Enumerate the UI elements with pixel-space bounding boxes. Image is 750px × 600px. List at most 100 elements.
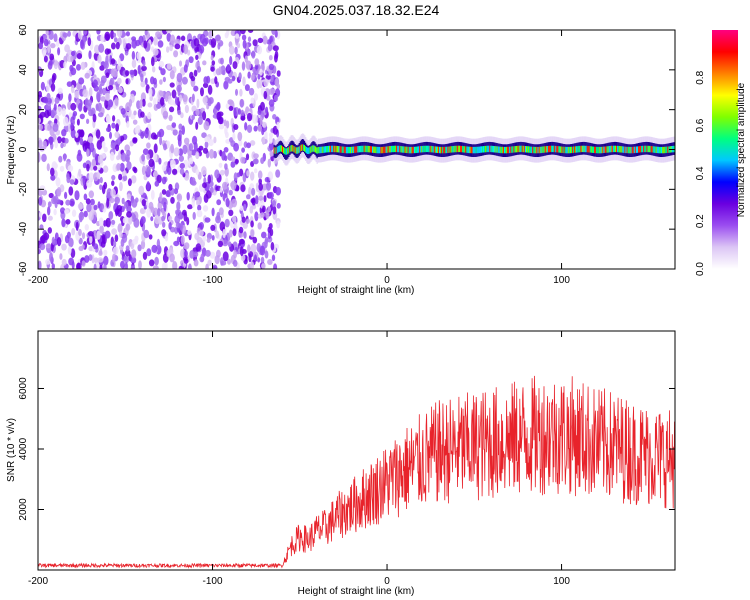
- spectrogram-noise-cell: [65, 219, 71, 225]
- spectrogram-noise-cell: [53, 103, 57, 111]
- spectrogram-noise-cell: [43, 96, 48, 104]
- spectrogram-signal-core: [284, 147, 286, 155]
- spectrogram-noise-cell: [45, 102, 52, 110]
- spectrogram-noise-cell: [161, 176, 167, 185]
- spectrogram-noise-cell: [195, 54, 199, 61]
- spectrogram-signal-core: [336, 145, 338, 153]
- spectrogram-signal-core: [452, 146, 455, 153]
- spectrogram-noise-cell: [241, 34, 247, 41]
- spectrogram-signal-core: [361, 145, 363, 153]
- spectrogram-noise-cell: [153, 152, 157, 162]
- spectrogram-noise-cell: [140, 216, 146, 225]
- spectrogram-signal-core: [638, 146, 640, 153]
- y-tick-label: 6000: [18, 377, 29, 400]
- spectrogram-noise-cell: [220, 65, 226, 75]
- spectrogram-noise-cell: [111, 174, 116, 181]
- spectrogram-signal-core: [531, 146, 533, 154]
- spectrogram-noise-cell: [206, 237, 211, 243]
- spectrogram-noise-cell: [53, 33, 58, 42]
- spectrogram-noise-cell: [60, 207, 66, 214]
- spectrogram-noise-cell: [70, 128, 76, 139]
- spectrogram-noise-cell: [126, 121, 130, 128]
- spectrogram-noise-cell: [191, 114, 195, 120]
- spectrogram-noise-cell: [251, 50, 256, 59]
- spectrogram-noise-cell: [146, 112, 152, 120]
- spectrogram-noise-cell: [64, 44, 70, 53]
- spectrogram-noise-cell: [90, 198, 95, 206]
- spectrogram-noise-cell: [158, 60, 165, 68]
- spectrogram-noise-cell: [83, 193, 88, 201]
- spectrogram-noise-cell: [131, 212, 135, 220]
- spectrogram-noise-cell: [197, 116, 203, 126]
- spectrogram-signal-core: [397, 145, 399, 153]
- spectrogram-signal-core: [656, 146, 659, 154]
- spectrogram-signal-core: [535, 146, 537, 154]
- spectrogram-noise-cell: [178, 123, 183, 130]
- spectrogram-noise-cell: [107, 99, 114, 108]
- spectrogram-signal-core: [388, 146, 391, 153]
- spectrogram-noise-cell: [195, 243, 202, 252]
- spectrogram-signal-core: [449, 146, 451, 153]
- spectrogram-noise-cell: [202, 147, 209, 154]
- spectrogram-signal-core: [437, 146, 439, 153]
- spectrogram-noise-cell: [88, 211, 94, 221]
- spectrogram-noise-cell: [225, 197, 230, 208]
- spectrogram-noise-cell: [113, 240, 117, 248]
- chart-title: GN04.2025.037.18.32.E24: [273, 2, 440, 18]
- spectrogram-noise-cell: [87, 136, 94, 143]
- spectrogram-noise-cell: [198, 229, 204, 237]
- spectrogram-signal-core: [561, 146, 563, 153]
- spectrogram-signal-core: [420, 146, 422, 153]
- spectrogram-signal-core: [362, 145, 364, 153]
- spectrogram-signal-core: [354, 146, 356, 153]
- spectrogram-signal-core: [490, 145, 492, 153]
- spectrogram-noise-cell: [257, 73, 261, 80]
- spectrogram-signal-core: [595, 146, 597, 154]
- spectrogram-signal-core: [353, 146, 355, 153]
- spectrogram-noise-cell: [266, 181, 272, 191]
- spectrogram-noise-cell: [214, 169, 220, 179]
- spectrogram-signal-core: [312, 145, 314, 152]
- spectrogram-noise-cell: [54, 118, 58, 125]
- spectrogram-noise-cell: [157, 40, 164, 48]
- spectrogram-noise-cell: [248, 253, 252, 263]
- spectrogram-signal-core: [341, 146, 344, 153]
- spectrogram-noise-cell: [140, 208, 144, 214]
- spectrogram-noise-cell: [140, 73, 144, 82]
- spectrogram-signal-core: [359, 145, 361, 153]
- spectrogram-noise-cell: [41, 153, 47, 163]
- spectrogram-noise-cell: [199, 222, 204, 230]
- snr-plot-area: [38, 331, 675, 570]
- spectrogram-signal-core: [502, 146, 505, 154]
- spectrogram-noise-cell: [228, 45, 235, 55]
- spectrogram-noise-cell: [146, 153, 150, 160]
- spectrogram-noise-cell: [164, 93, 169, 103]
- spectrogram-noise-cell: [178, 265, 183, 269]
- spectrogram-noise-cell: [208, 138, 214, 147]
- spectrogram-signal-core: [344, 146, 347, 154]
- spectrogram-signal-core: [642, 145, 644, 153]
- spectrogram-noise-cell: [226, 120, 230, 129]
- spectrogram-signal-core: [375, 146, 377, 154]
- spectrogram-signal-core: [349, 146, 351, 154]
- spectrogram-signal-core: [478, 146, 481, 153]
- spectrogram-noise-cell: [81, 232, 86, 240]
- spectrogram-signal-core: [631, 146, 634, 154]
- spectrogram-noise-cell: [99, 136, 105, 143]
- spectrogram-noise-cell: [268, 88, 275, 95]
- spectrogram-signal-core: [438, 146, 440, 154]
- x-tick-label: 0: [384, 275, 390, 286]
- spectrogram-signal-core: [662, 146, 664, 154]
- spectrogram-noise-cell: [50, 43, 56, 49]
- spectrogram-signal-core: [443, 146, 445, 154]
- spectrogram-noise-cell: [59, 253, 63, 260]
- spectrogram-signal-core: [514, 146, 516, 153]
- spectrogram-noise-cell: [122, 38, 126, 49]
- spectrogram-signal-core: [557, 146, 559, 153]
- spectrogram-noise-cell: [270, 75, 274, 83]
- spectrogram-noise-cell: [89, 236, 93, 244]
- spectrogram-noise-cell: [158, 157, 162, 165]
- spectrogram-noise-cell: [246, 112, 253, 122]
- spectrogram-noise-cell: [74, 90, 80, 99]
- spectrogram-noise-cell: [51, 74, 56, 84]
